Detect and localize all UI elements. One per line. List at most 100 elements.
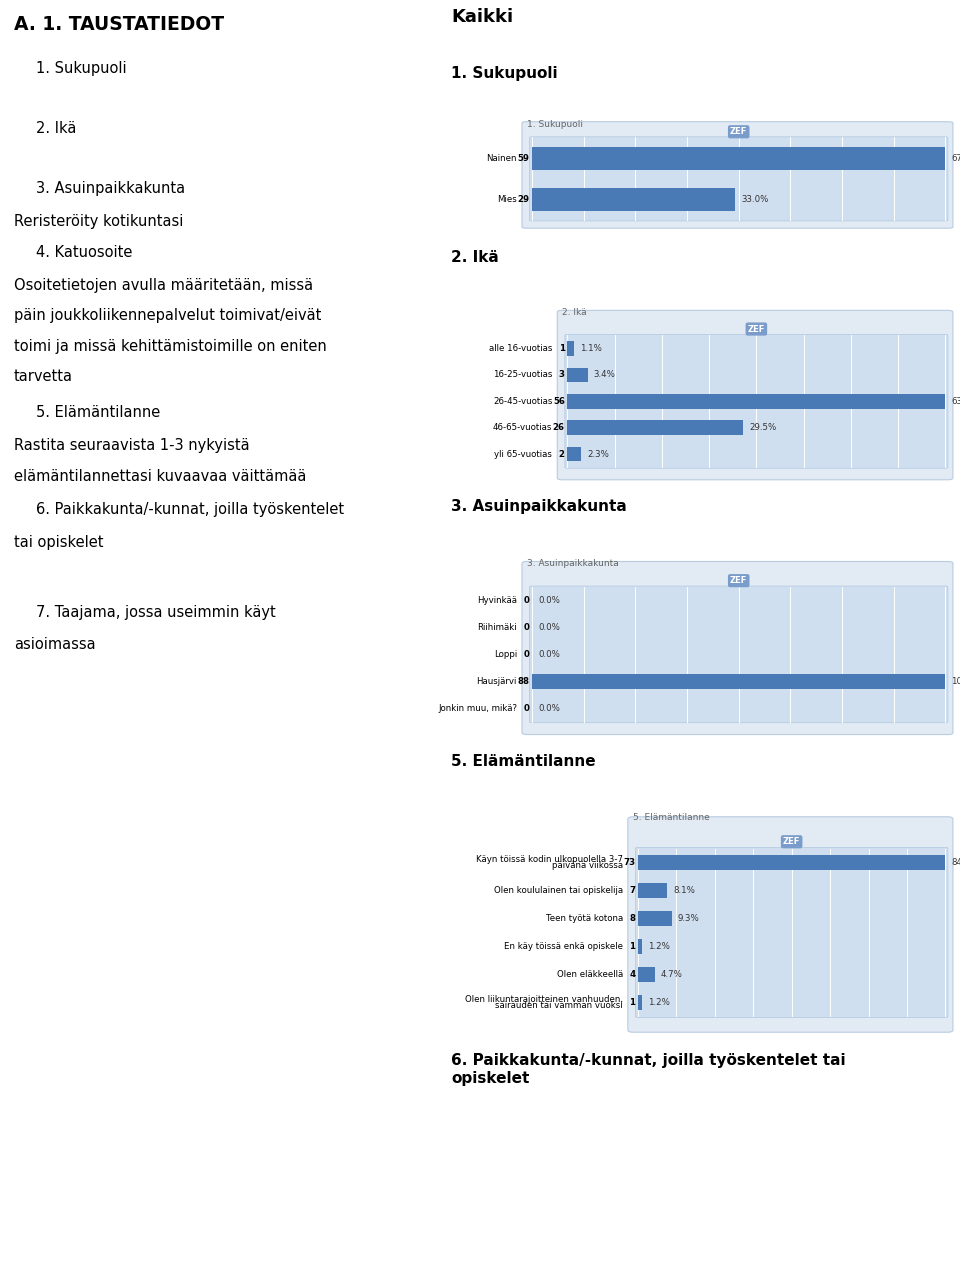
Text: 3.4%: 3.4% bbox=[593, 371, 615, 380]
Text: 4.7%: 4.7% bbox=[660, 970, 683, 978]
Text: toimi ja missä kehittämistoimille on eniten: toimi ja missä kehittämistoimille on eni… bbox=[14, 339, 326, 354]
Bar bbox=[638, 855, 946, 870]
Text: 0.0%: 0.0% bbox=[539, 650, 560, 659]
Text: 9.3%: 9.3% bbox=[678, 913, 700, 922]
Text: 4. Katuosoite: 4. Katuosoite bbox=[36, 245, 132, 260]
Text: Olen liikuntarajoitteinen vanhuuden,: Olen liikuntarajoitteinen vanhuuden, bbox=[465, 995, 623, 1004]
Text: Kaikki: Kaikki bbox=[451, 8, 514, 25]
Bar bbox=[638, 967, 655, 982]
Text: 0: 0 bbox=[524, 623, 530, 632]
Text: 88: 88 bbox=[517, 676, 530, 685]
Text: 67.0%: 67.0% bbox=[951, 154, 960, 163]
Text: 33.0%: 33.0% bbox=[741, 195, 769, 204]
Text: 1. Sukupuoli: 1. Sukupuoli bbox=[451, 66, 558, 82]
Text: Rastita seuraavista 1-3 nykyistä: Rastita seuraavista 1-3 nykyistä bbox=[14, 438, 250, 454]
Text: 3: 3 bbox=[559, 371, 564, 380]
Text: 2.3%: 2.3% bbox=[587, 450, 609, 459]
Text: 3. Asuinpaikkakunta: 3. Asuinpaikkakunta bbox=[527, 559, 619, 568]
Text: 3. Asuinpaikkakunta: 3. Asuinpaikkakunta bbox=[36, 181, 185, 196]
Text: tai opiskelet: tai opiskelet bbox=[14, 535, 104, 550]
Text: 5. Elämäntilanne: 5. Elämäntilanne bbox=[36, 405, 160, 420]
Bar bbox=[532, 674, 946, 689]
Bar bbox=[638, 911, 672, 926]
Text: sairauden tai vamman vuoksi: sairauden tai vamman vuoksi bbox=[495, 1001, 623, 1010]
Text: alle 16-vuotias: alle 16-vuotias bbox=[489, 344, 552, 353]
Text: 2. Ikä: 2. Ikä bbox=[563, 308, 587, 317]
Text: En käy töissä enkä opiskele: En käy töissä enkä opiskele bbox=[504, 941, 623, 950]
Text: Jonkin muu, mikä?: Jonkin muu, mikä? bbox=[438, 703, 516, 713]
Text: 0: 0 bbox=[524, 703, 530, 713]
Text: 3. Asuinpaikkakunta: 3. Asuinpaikkakunta bbox=[451, 499, 627, 515]
Text: 59: 59 bbox=[517, 154, 530, 163]
Text: 63.6%: 63.6% bbox=[951, 396, 960, 406]
Text: 29: 29 bbox=[517, 195, 530, 204]
Text: 0.0%: 0.0% bbox=[539, 596, 560, 605]
Text: Käyn töissä kodin ulkopuolella 3-7: Käyn töissä kodin ulkopuolella 3-7 bbox=[476, 855, 623, 864]
FancyBboxPatch shape bbox=[522, 562, 953, 735]
Text: ZEF: ZEF bbox=[730, 576, 748, 585]
Text: 84.9%: 84.9% bbox=[951, 857, 960, 868]
Text: elämäntilannettasi kuvaavaa väittämää: elämäntilannettasi kuvaavaa väittämää bbox=[14, 469, 306, 484]
Text: 8: 8 bbox=[630, 913, 636, 922]
Text: 1. Sukupuoli: 1. Sukupuoli bbox=[527, 120, 583, 129]
Text: ZEF: ZEF bbox=[783, 837, 801, 846]
Text: 1.2%: 1.2% bbox=[648, 941, 670, 950]
Text: 1.2%: 1.2% bbox=[648, 998, 670, 1006]
FancyBboxPatch shape bbox=[522, 122, 953, 228]
FancyBboxPatch shape bbox=[628, 817, 953, 1032]
Bar bbox=[567, 341, 574, 355]
Text: 0: 0 bbox=[524, 596, 530, 605]
Text: Teen työtä kotona: Teen työtä kotona bbox=[545, 913, 623, 922]
Text: 7: 7 bbox=[629, 885, 636, 896]
FancyBboxPatch shape bbox=[557, 311, 953, 480]
Text: 0.0%: 0.0% bbox=[539, 703, 560, 713]
Text: 8.1%: 8.1% bbox=[674, 885, 695, 896]
Text: Hyvinkää: Hyvinkää bbox=[477, 596, 516, 605]
Text: tarvetta: tarvetta bbox=[14, 369, 73, 385]
Text: A. 1. TAUSTATIEDOT: A. 1. TAUSTATIEDOT bbox=[14, 15, 224, 34]
Text: yli 65-vuotias: yli 65-vuotias bbox=[494, 450, 552, 459]
Text: 5. Elämäntilanne: 5. Elämäntilanne bbox=[633, 813, 709, 823]
Text: 73: 73 bbox=[623, 857, 636, 868]
Text: 26: 26 bbox=[553, 423, 564, 432]
Text: 56: 56 bbox=[553, 396, 564, 406]
Text: Loppi: Loppi bbox=[493, 650, 516, 659]
Text: 1: 1 bbox=[559, 344, 564, 353]
Text: päivänä viikossa: päivänä viikossa bbox=[552, 861, 623, 870]
Bar bbox=[532, 147, 946, 169]
Text: asioimassa: asioimassa bbox=[14, 637, 96, 652]
Text: 1.1%: 1.1% bbox=[580, 344, 602, 353]
Text: 2: 2 bbox=[559, 450, 564, 459]
Text: 16-25-vuotias: 16-25-vuotias bbox=[492, 371, 552, 380]
FancyBboxPatch shape bbox=[636, 847, 948, 1018]
FancyBboxPatch shape bbox=[564, 334, 948, 469]
FancyBboxPatch shape bbox=[530, 136, 948, 220]
Text: 0.0%: 0.0% bbox=[539, 623, 560, 632]
Text: 1: 1 bbox=[630, 998, 636, 1006]
Text: Riihimäki: Riihimäki bbox=[477, 623, 516, 632]
Bar bbox=[567, 447, 581, 461]
Bar bbox=[638, 883, 667, 898]
Bar bbox=[567, 420, 743, 434]
Text: 1: 1 bbox=[630, 941, 636, 950]
Text: 100%: 100% bbox=[951, 676, 960, 685]
Text: päin joukkoliikennepalvelut toimivat/eivät: päin joukkoliikennepalvelut toimivat/eiv… bbox=[14, 308, 322, 324]
Text: 4: 4 bbox=[629, 970, 636, 978]
Bar bbox=[567, 368, 588, 382]
Text: 29.5%: 29.5% bbox=[749, 423, 776, 432]
Text: 2. Ikä: 2. Ikä bbox=[36, 121, 76, 136]
Text: Nainen: Nainen bbox=[487, 154, 516, 163]
Text: 1. Sukupuoli: 1. Sukupuoli bbox=[36, 61, 127, 76]
Text: 6. Paikkakunta/-kunnat, joilla työskentelet tai
opiskelet: 6. Paikkakunta/-kunnat, joilla työskente… bbox=[451, 1054, 846, 1085]
Text: Olen koululainen tai opiskelija: Olen koululainen tai opiskelija bbox=[493, 885, 623, 896]
Text: Hausjärvi: Hausjärvi bbox=[476, 676, 516, 685]
Text: 7. Taajama, jossa useimmin käyt: 7. Taajama, jossa useimmin käyt bbox=[36, 605, 276, 620]
Text: Olen eläkkeellä: Olen eläkkeellä bbox=[557, 970, 623, 978]
Text: Reristeröity kotikuntasi: Reristeröity kotikuntasi bbox=[14, 214, 183, 229]
Text: 6. Paikkakunta/-kunnat, joilla työskentelet: 6. Paikkakunta/-kunnat, joilla työskente… bbox=[36, 502, 344, 517]
Text: ZEF: ZEF bbox=[748, 325, 765, 334]
Text: 46-65-vuotias: 46-65-vuotias bbox=[492, 423, 552, 432]
Text: 5. Elämäntilanne: 5. Elämäntilanne bbox=[451, 754, 596, 769]
Bar bbox=[638, 995, 642, 1010]
FancyBboxPatch shape bbox=[530, 586, 948, 722]
